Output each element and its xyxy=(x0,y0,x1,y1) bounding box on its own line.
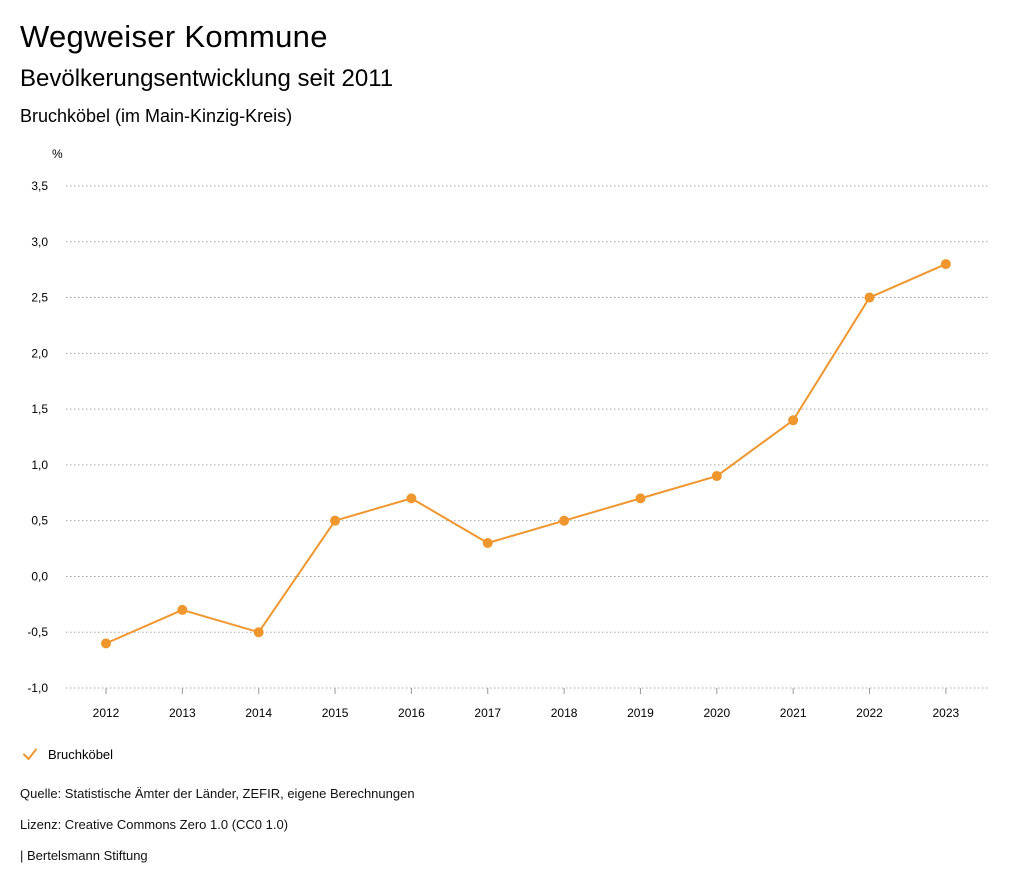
x-tick-label: 2017 xyxy=(474,706,501,720)
y-tick-label: 3,0 xyxy=(31,235,48,249)
data-point xyxy=(406,493,417,504)
y-axis-unit: % xyxy=(52,147,63,161)
y-tick-label: -0,5 xyxy=(27,625,48,639)
legend-label: Bruchköbel xyxy=(48,746,114,762)
source-note: Quelle: Statistische Ämter der Länder, Z… xyxy=(20,786,415,801)
line-chart: % -1,0 -0,5 0,0 0,5 1,0 1,5 2,0 2,5 3,0 3,5 2012 201… xyxy=(27,147,990,720)
data-point xyxy=(864,292,875,303)
data-point xyxy=(177,604,188,615)
x-tick-label: 2022 xyxy=(856,706,883,720)
y-tick-label: 2,0 xyxy=(31,346,48,360)
x-tick-label: 2014 xyxy=(245,706,272,720)
x-tick-label: 2016 xyxy=(398,706,425,720)
data-point xyxy=(635,493,646,504)
data-point xyxy=(482,537,493,548)
x-tick-label: 2021 xyxy=(780,706,807,720)
x-tick-label: 2012 xyxy=(93,706,120,720)
y-tick-label: 1,5 xyxy=(31,402,48,416)
data-point xyxy=(788,415,799,426)
chart-legend[interactable]: Bruchköbel xyxy=(20,744,113,764)
y-tick-label: 3,5 xyxy=(31,179,48,193)
chart-series xyxy=(101,259,951,649)
chart-grid xyxy=(66,185,990,689)
y-tick-label: -1,0 xyxy=(27,681,48,695)
page-title: Wegweiser Kommune xyxy=(20,19,328,54)
x-tick-label: 2019 xyxy=(627,706,654,720)
region-label: Bruchköbel (im Main-Kinzig-Kreis) xyxy=(20,106,293,126)
data-point xyxy=(559,515,570,526)
chart-subtitle: Bevölkerungsentwicklung seit 2011 xyxy=(20,65,394,92)
x-tick-label: 2013 xyxy=(169,706,196,720)
data-point xyxy=(940,259,951,270)
data-point xyxy=(330,515,341,526)
chart-axes: % -1,0 -0,5 0,0 0,5 1,0 1,5 2,0 2,5 3,0 3,5 2012 201… xyxy=(27,147,959,720)
y-tick-label: 0,0 xyxy=(31,569,48,583)
x-tick-label: 2020 xyxy=(703,706,730,720)
check-icon xyxy=(23,748,37,760)
data-point xyxy=(253,627,264,638)
data-point xyxy=(101,638,111,649)
y-tick-label: 1,0 xyxy=(31,458,48,472)
series-line xyxy=(105,263,947,645)
y-tick-label: 0,5 xyxy=(31,514,48,528)
x-tick-label: 2018 xyxy=(551,706,578,720)
license-note: Lizenz: Creative Commons Zero 1.0 (CC0 1… xyxy=(20,817,289,832)
x-tick-label: 2023 xyxy=(932,706,959,720)
data-point xyxy=(711,471,722,482)
y-tick-label: 2,5 xyxy=(31,291,48,305)
x-tick-label: 2015 xyxy=(322,706,349,720)
publisher-note: | Bertelsmann Stiftung xyxy=(20,848,148,863)
